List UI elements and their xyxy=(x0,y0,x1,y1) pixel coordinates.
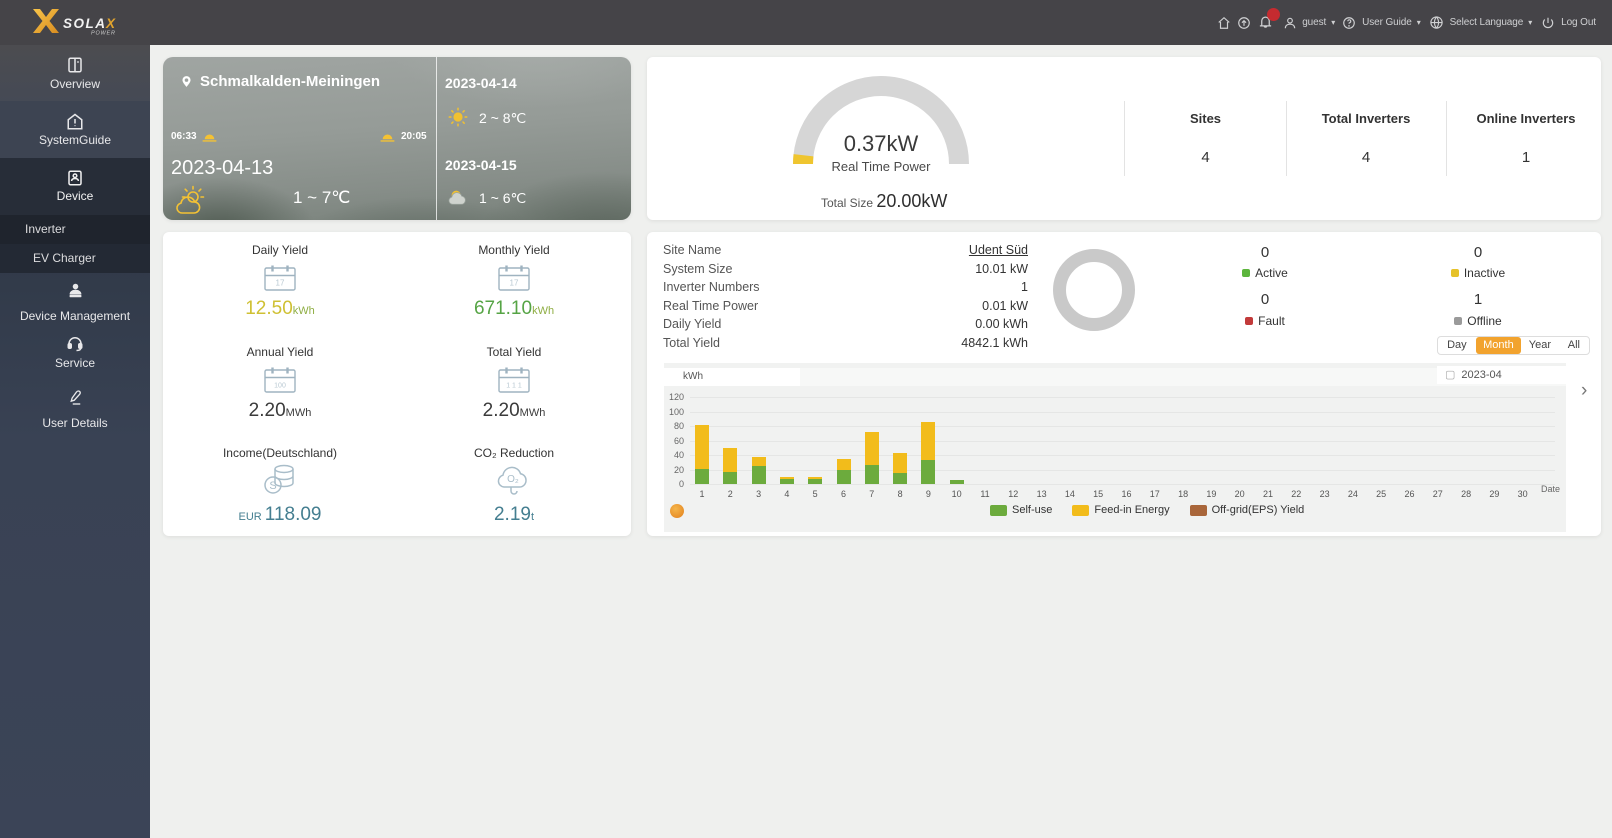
svg-text:POWER: POWER xyxy=(91,31,116,37)
svg-text:17: 17 xyxy=(276,279,285,288)
svg-text:S: S xyxy=(269,480,276,492)
svg-text:O₂: O₂ xyxy=(507,474,519,485)
svg-text:100: 100 xyxy=(274,383,286,390)
svg-text:X: X xyxy=(105,16,116,31)
svg-text:1 1 1: 1 1 1 xyxy=(506,383,522,390)
svg-text:17: 17 xyxy=(510,279,519,288)
svg-text:SOLA: SOLA xyxy=(63,16,107,31)
